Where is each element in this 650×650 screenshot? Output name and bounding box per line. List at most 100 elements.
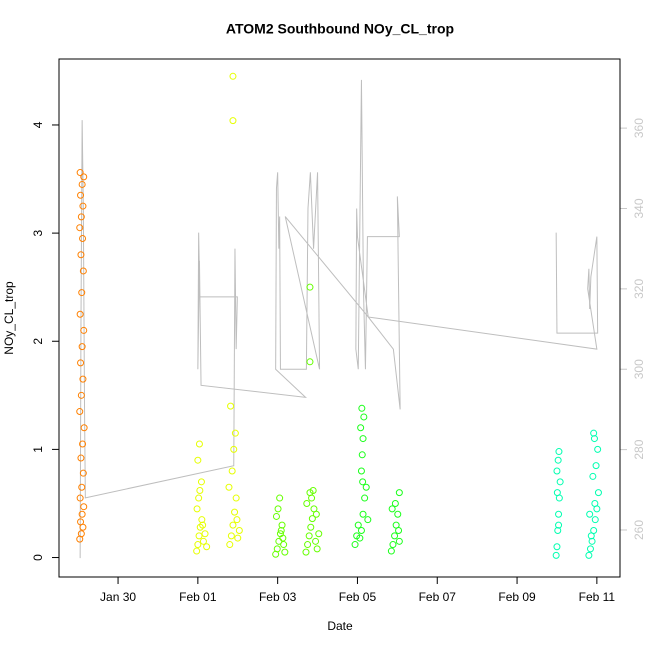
point	[354, 521, 362, 529]
point	[233, 516, 241, 524]
point	[308, 515, 316, 523]
y2-tick-label: 340	[632, 198, 646, 218]
point	[387, 547, 395, 555]
point	[553, 489, 561, 497]
point	[587, 532, 595, 540]
point	[231, 429, 239, 437]
point	[590, 429, 598, 437]
point	[232, 494, 240, 502]
point	[360, 413, 368, 421]
point	[79, 267, 87, 275]
y2-tick-label: 320	[632, 279, 646, 299]
point	[193, 505, 201, 513]
y2-tick-label: 360	[632, 118, 646, 138]
point	[273, 545, 281, 553]
point	[555, 510, 563, 518]
point	[229, 521, 237, 529]
point	[312, 510, 320, 518]
point	[391, 499, 399, 507]
line-series	[79, 79, 599, 559]
point	[388, 505, 396, 513]
point	[235, 526, 243, 534]
point	[391, 532, 399, 540]
point	[193, 547, 201, 555]
x-axis-title: Date	[327, 619, 353, 633]
point	[225, 483, 233, 491]
point	[306, 283, 314, 291]
plot-box	[58, 58, 621, 578]
point	[78, 483, 86, 491]
point	[309, 486, 317, 494]
point	[357, 526, 365, 534]
point	[362, 483, 370, 491]
y-tick-label: 2	[31, 338, 45, 345]
point	[77, 530, 85, 538]
point	[395, 526, 403, 534]
point	[312, 537, 320, 545]
y2-tick-label: 300	[632, 359, 646, 379]
point	[358, 404, 366, 412]
point	[194, 541, 202, 549]
point	[305, 532, 313, 540]
point	[315, 530, 323, 538]
point	[231, 508, 239, 516]
y-axis-title: NOy_CL_trop	[2, 281, 16, 355]
point	[196, 523, 204, 531]
point	[229, 72, 237, 80]
point	[592, 462, 600, 470]
point	[79, 469, 87, 477]
point	[359, 435, 367, 443]
point	[78, 510, 86, 518]
point	[555, 521, 563, 529]
point	[80, 424, 88, 432]
point	[76, 310, 84, 318]
point	[78, 343, 86, 351]
x-tick-label: Feb 09	[498, 590, 536, 604]
point	[556, 478, 564, 486]
point	[77, 391, 85, 399]
point	[234, 534, 242, 542]
point	[304, 541, 312, 549]
x-tick-label: Feb 07	[419, 590, 457, 604]
y-tick-label: 3	[31, 229, 45, 236]
point	[361, 494, 369, 502]
point	[306, 358, 314, 366]
point	[76, 169, 84, 177]
point	[554, 456, 562, 464]
point	[591, 499, 599, 507]
point	[272, 512, 280, 520]
point	[79, 235, 87, 243]
point	[585, 551, 593, 559]
point	[77, 359, 85, 367]
point	[594, 489, 602, 497]
point	[591, 516, 599, 524]
point	[389, 541, 397, 549]
point	[76, 408, 84, 416]
point	[77, 213, 85, 221]
point	[359, 478, 367, 486]
point	[394, 510, 402, 518]
point	[586, 545, 594, 553]
y-tick-label: 1	[31, 446, 45, 453]
point	[356, 534, 364, 542]
point	[586, 510, 594, 518]
point	[590, 435, 598, 443]
point	[79, 202, 87, 210]
point	[80, 173, 88, 181]
point	[80, 326, 88, 334]
y-tick-label: 0	[31, 554, 45, 561]
point	[594, 445, 602, 453]
point	[553, 467, 561, 475]
y2-tick-label: 280	[632, 439, 646, 459]
point	[279, 534, 287, 542]
point	[195, 440, 203, 448]
y-tick-label: 4	[31, 121, 45, 128]
point	[199, 537, 207, 545]
point	[280, 541, 288, 549]
point	[357, 424, 365, 432]
point	[277, 526, 285, 534]
point	[198, 516, 206, 524]
point	[196, 486, 204, 494]
point	[276, 494, 284, 502]
point	[308, 494, 316, 502]
